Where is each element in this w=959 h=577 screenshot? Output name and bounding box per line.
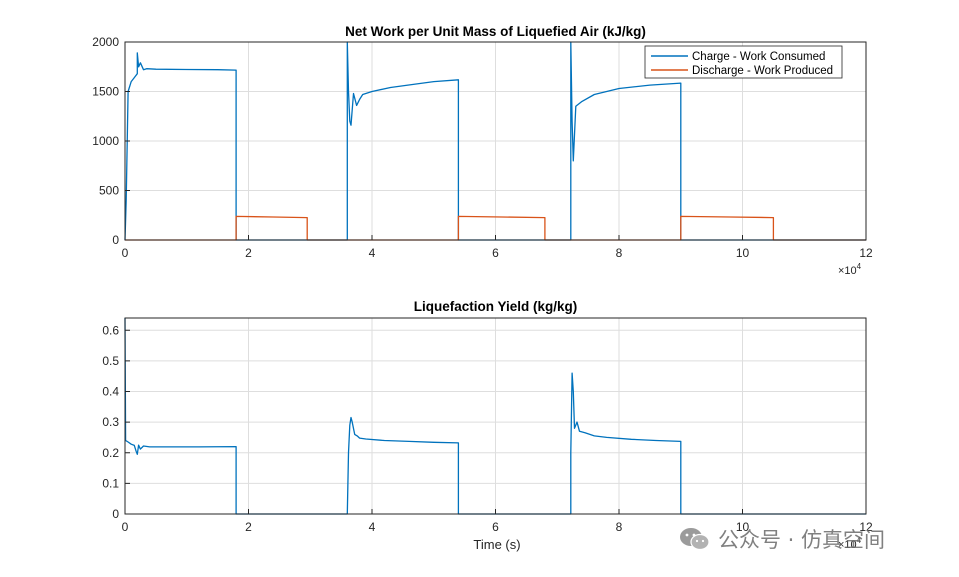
chart-liquefaction-yield-series: [124, 317, 866, 515]
y-tick-label: 0.4: [102, 385, 119, 399]
y-tick-label: 0.5: [102, 354, 119, 368]
x-tick-label: 2: [245, 246, 252, 260]
x-tick-label: 10: [736, 520, 750, 534]
legend: Charge - Work Consumed Discharge - Work …: [644, 45, 843, 79]
chart-liquefaction-yield-xlabel: Time (s): [473, 537, 520, 552]
x-tick-label: 4: [369, 246, 376, 260]
x-tick-label: 6: [492, 520, 499, 534]
chart-liquefaction-yield-title: Liquefaction Yield (kg/kg): [414, 299, 578, 314]
y-tick-label: 0.1: [102, 476, 119, 490]
chart-liquefaction-yield: 0 2 4 6 8 10 12 0 0.1 0.2 0.3 0.4 0.5 0.6 Liquefactio…: [102, 299, 873, 552]
chart-liquefaction-yield-ticks: 0 2 4 6 8 10 12 0 0.1 0.2 0.3 0.4 0.5 0.6: [102, 323, 873, 534]
series-line-charge-work-consumed: [124, 41, 866, 241]
wechat-icon: [680, 528, 710, 551]
y-tick-label: 2000: [92, 35, 119, 49]
legend-label-discharge: Discharge - Work Produced: [692, 65, 833, 77]
y-tick-label: 500: [99, 184, 119, 198]
x-tick-label: 8: [616, 246, 623, 260]
legend-label-charge: Charge - Work Consumed: [692, 51, 825, 63]
y-tick-label: 1500: [92, 85, 119, 99]
x-tick-label: 10: [736, 246, 750, 260]
series-line-discharge-work-produced: [125, 215, 866, 241]
x-tick-label: 8: [616, 520, 623, 534]
chart-net-work-ticks: 0 2 4 6 8 10 12 0 500 1000 1500 2000: [92, 35, 873, 260]
y-tick-label: 0.2: [102, 446, 119, 460]
x-tick-label: 0: [122, 246, 129, 260]
chart-net-work-title: Net Work per Unit Mass of Liquefied Air …: [345, 24, 646, 39]
series-line-liquefaction-yield: [124, 317, 866, 515]
watermark-text: 公众号 · 仿真空间: [718, 528, 886, 552]
x-tick-label: 4: [369, 520, 376, 534]
y-tick-label: 0.6: [102, 323, 119, 337]
y-tick-label: 0: [112, 233, 119, 247]
chart-liquefaction-yield-x-exponent: ×104: [838, 536, 862, 551]
x-tick-label: 12: [859, 246, 873, 260]
legend-box: [644, 45, 843, 79]
chart-net-work-series: [124, 41, 866, 241]
x-tick-label: 6: [492, 246, 499, 260]
watermark: 公众号 · 仿真空间: [678, 524, 885, 554]
y-tick-label: 0.3: [102, 415, 119, 429]
x-tick-label: 0: [122, 520, 129, 534]
x-tick-label: 12: [859, 520, 873, 534]
y-tick-label: 1000: [92, 134, 119, 148]
x-tick-label: 2: [245, 520, 252, 534]
chart-net-work-x-exponent: ×104: [838, 262, 862, 277]
y-tick-label: 0: [112, 507, 119, 521]
chart-net-work: 0 2 4 6 8 10 12 0 500 1000 1500 2000 Net Work per U…: [92, 24, 873, 277]
